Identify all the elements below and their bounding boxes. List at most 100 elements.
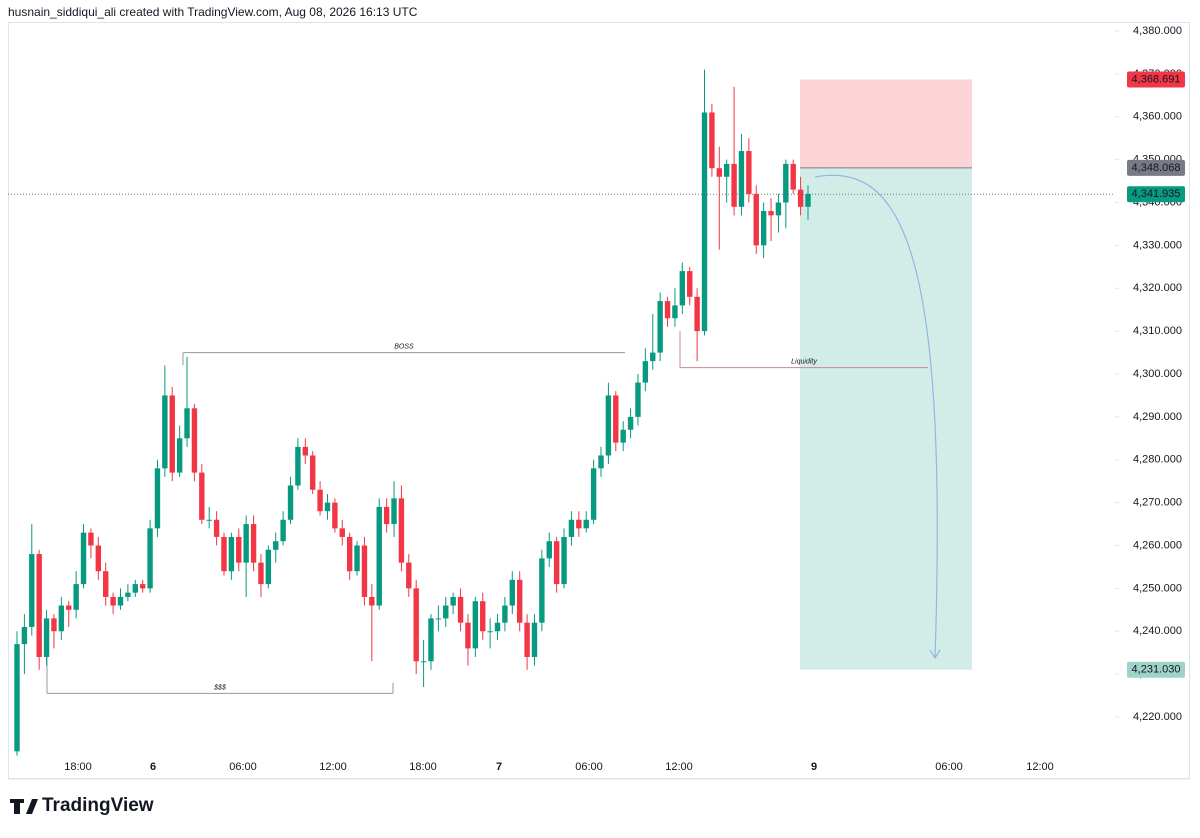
candle-body	[132, 584, 138, 593]
footer-logo-text: TradingView	[42, 795, 154, 816]
candle-body	[738, 151, 745, 207]
y-tick-label: 4,270.000	[1133, 497, 1182, 509]
candle-body	[169, 395, 175, 473]
candle-body	[694, 296, 700, 332]
candle-body	[21, 626, 28, 645]
candle-body	[502, 605, 508, 623]
candle-body	[339, 528, 345, 537]
candle-body	[516, 579, 523, 623]
x-tick-label: 12:00	[319, 761, 347, 773]
candle-body	[29, 554, 35, 627]
candle-body	[687, 271, 693, 297]
candle-body	[509, 579, 515, 606]
candle-body	[14, 644, 20, 752]
candle-body	[805, 193, 811, 207]
candle-body	[280, 519, 286, 542]
candle-body	[147, 528, 153, 589]
candle-body	[568, 519, 575, 537]
x-tick-label: 06:00	[575, 761, 603, 773]
candle-body	[391, 498, 397, 525]
candle-body	[664, 301, 671, 319]
candle-body	[398, 498, 405, 563]
y-tick-label: 4,280.000	[1133, 454, 1182, 466]
candle-body	[435, 618, 442, 620]
candle-body	[576, 519, 582, 529]
candle-body	[480, 601, 486, 632]
price-label: 4,368.691	[1132, 73, 1181, 85]
candle-body	[125, 592, 131, 597]
candle-body	[176, 438, 183, 473]
candle-body	[162, 395, 168, 469]
candle-body	[650, 352, 656, 362]
candle-body	[613, 395, 619, 443]
candle-body	[590, 468, 597, 520]
candle-body	[199, 472, 205, 520]
y-tick-label: 4,250.000	[1133, 582, 1182, 594]
y-tick-label: 4,360.000	[1133, 111, 1182, 123]
candle-body	[546, 541, 552, 559]
candle-body	[760, 211, 767, 246]
y-tick-label: 4,260.000	[1133, 539, 1182, 551]
candle-body	[110, 596, 116, 606]
candle-body	[51, 618, 57, 632]
x-tick-label: 12:00	[1026, 761, 1054, 773]
candle-body	[369, 596, 375, 606]
candle-body	[783, 163, 789, 203]
x-tick-label: 18:00	[409, 761, 437, 773]
candle-body	[302, 446, 309, 456]
candle-body	[457, 596, 464, 623]
price-label-box	[1127, 71, 1185, 88]
candle-body	[58, 605, 65, 632]
projection-arrow	[814, 174, 938, 659]
candle-body	[80, 532, 87, 585]
level-label: Liquidity	[791, 358, 817, 365]
candle-body	[228, 536, 235, 572]
candle-body	[620, 429, 626, 443]
candle-body	[258, 562, 264, 585]
x-tick-label: 6	[150, 761, 156, 773]
candle-body	[443, 605, 449, 619]
y-tick-label: 4,290.000	[1133, 411, 1182, 423]
candle-body	[154, 468, 161, 529]
y-tick-label: 4,380.000	[1133, 25, 1182, 37]
candle-body	[598, 455, 604, 469]
target-zone	[800, 167, 972, 670]
candle-body	[287, 485, 294, 520]
candle-body	[213, 519, 220, 537]
x-tick-label: 7	[496, 761, 502, 773]
x-tick-label: 12:00	[665, 761, 693, 773]
y-tick-label: 4,220.000	[1133, 711, 1182, 723]
candle-body	[524, 622, 530, 657]
candle-body	[73, 584, 79, 610]
candle-body	[450, 596, 456, 606]
candle-body	[723, 163, 730, 177]
candle-body	[250, 524, 257, 563]
candle-body	[627, 416, 634, 430]
candle-body	[709, 112, 715, 169]
candle-body	[273, 541, 279, 550]
y-tick-label: 4,330.000	[1133, 239, 1182, 251]
candle-body	[716, 168, 722, 177]
candle-body	[236, 536, 242, 563]
price-label: 4,348.068	[1132, 162, 1181, 174]
price-label-box	[1127, 186, 1185, 203]
candle-body	[494, 622, 501, 632]
candle-body	[605, 395, 612, 456]
logo	[10, 799, 38, 814]
candle-body	[243, 524, 249, 563]
candle-body	[117, 596, 124, 606]
candle-body	[265, 549, 272, 585]
candle-body	[206, 519, 212, 521]
candle-body	[753, 193, 759, 246]
candle-body	[332, 502, 338, 529]
candle-body	[487, 631, 493, 633]
candle-body	[635, 382, 641, 417]
candle-body	[768, 211, 774, 216]
candle-body	[539, 558, 545, 623]
candle-body	[420, 661, 427, 663]
x-tick-label: 9	[811, 761, 817, 773]
candle-body	[672, 305, 678, 319]
y-tick-label: 4,240.000	[1133, 625, 1182, 637]
candle-body	[346, 536, 353, 572]
